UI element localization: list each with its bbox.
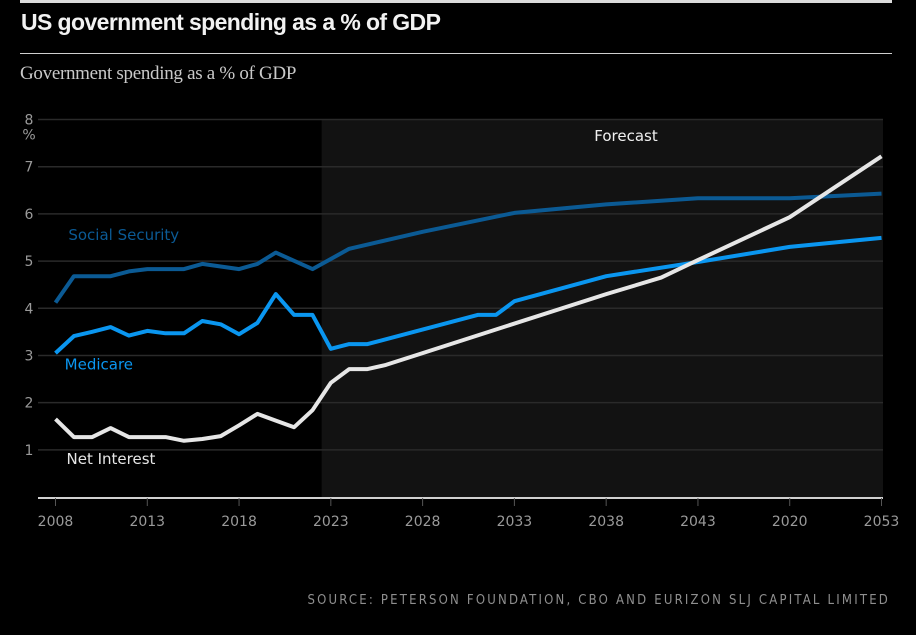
y-tick-label: 2: [25, 396, 34, 412]
y-tick-label: 4: [25, 301, 34, 317]
y-axis-ticks: 1 2 3 4 5 6 7 8: [25, 113, 34, 459]
series-line-social-security: [53, 191, 882, 304]
x-tick-label: 2023: [313, 514, 349, 530]
chart-subtitle: Government spending as a % of GDP: [20, 63, 297, 84]
y-tick-label: 5: [25, 254, 34, 270]
gridlines: [38, 118, 883, 451]
x-tick-label: 2038: [588, 514, 624, 530]
y-tick-label: 1: [25, 443, 34, 459]
x-axis: 2008 2013 2018 2023 2028 2033 2038 2043 2020 2053: [38, 497, 900, 530]
forecast-label: Forecast: [594, 127, 658, 145]
x-tick-label: 2018: [221, 514, 257, 530]
y-tick-label: 7: [25, 160, 34, 176]
x-tick-label: 2008: [38, 514, 74, 530]
source-note: SOURCE: PETERSON FOUNDATION, CBO AND EUR…: [307, 593, 890, 608]
chart-title: US government spending as a % of GDP: [21, 9, 441, 35]
series-label-medicare: Medicare: [65, 356, 133, 374]
series-lines: [53, 154, 883, 443]
y-tick-label: 8: [25, 113, 34, 129]
series-labels: Social Security Medicare Net Interest: [65, 226, 180, 468]
top-accent-bar: [20, 0, 892, 3]
y-tick-label: 3: [25, 348, 34, 364]
x-tick-label: 2033: [497, 514, 533, 530]
series-line-medicare: [54, 235, 882, 355]
series-label-social-security: Social Security: [68, 226, 179, 244]
x-tick-label: 2013: [129, 514, 165, 530]
x-tick-label: 2053: [864, 514, 900, 530]
series-label-net-interest: Net Interest: [67, 450, 156, 468]
y-axis-unit-label: %: [22, 128, 35, 144]
y-tick-label: 6: [25, 207, 34, 223]
x-tick-label: 2043: [680, 514, 716, 530]
x-tick-label: 2020: [772, 514, 808, 530]
title-divider: [20, 53, 892, 54]
series-line-net-interest: [54, 154, 883, 443]
x-tick-label: 2028: [405, 514, 441, 530]
